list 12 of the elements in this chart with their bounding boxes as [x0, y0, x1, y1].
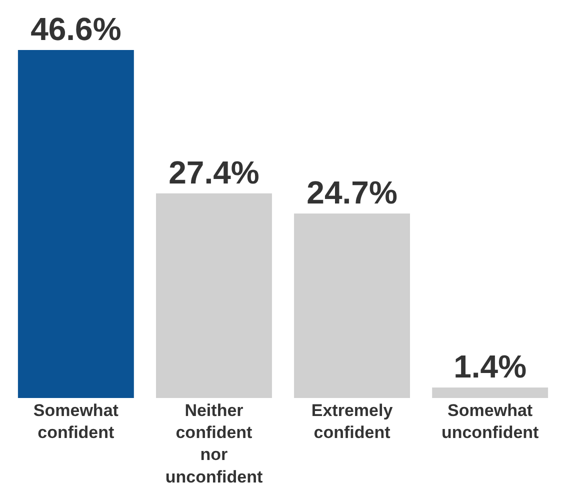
data-label: 46.6% — [30, 11, 122, 47]
bar — [294, 214, 410, 398]
data-label: 24.7% — [306, 174, 398, 211]
data-label: 1.4% — [454, 348, 527, 385]
x-tick-label: Extremely confident — [311, 401, 394, 442]
bar — [432, 388, 548, 398]
bar — [156, 193, 272, 398]
x-tick-label: Somewhat unconfident — [441, 401, 540, 442]
bar — [18, 50, 134, 398]
x-tick-label: Somewhat confident — [33, 401, 119, 442]
data-label: 27.4% — [168, 154, 260, 190]
x-tick-label: Neither confident nor unconfident — [165, 401, 263, 486]
